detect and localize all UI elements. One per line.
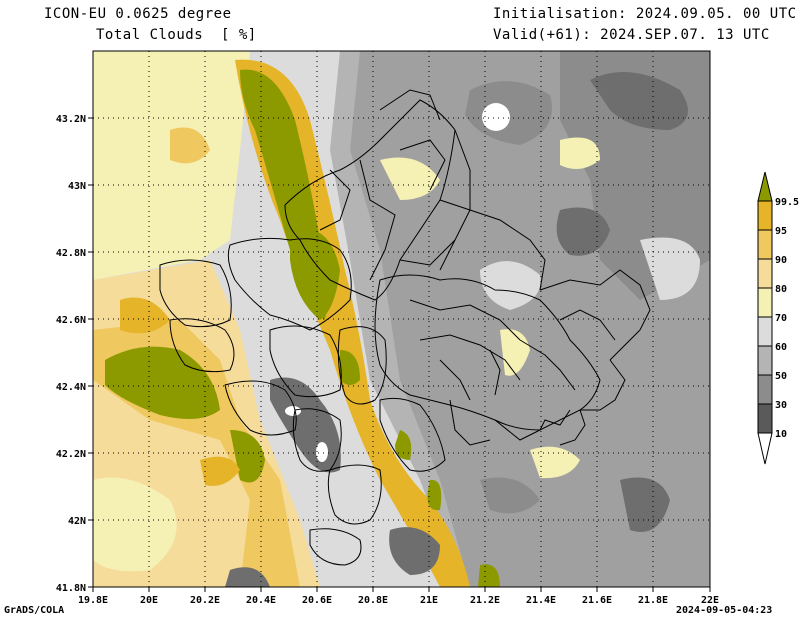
colorbar-label: 80	[775, 284, 787, 295]
colorbar-label: 30	[775, 400, 787, 411]
colorbar-segment	[757, 200, 773, 231]
x-tick-label: 21.8E	[638, 595, 668, 606]
colorbar-segment	[757, 316, 773, 347]
cloud-field	[93, 51, 710, 587]
colorbar-segment	[757, 374, 773, 405]
x-tick-label: 21.2E	[470, 595, 500, 606]
y-tick-label: 42.4N	[56, 382, 86, 393]
colorbar-segment	[757, 229, 773, 260]
y-axis-labels: 43.2N 43N 42.8N 42.6N 42.4N 42.2N 42N 41…	[56, 114, 86, 594]
x-tick-label: 21E	[420, 595, 438, 606]
model-title: ICON-EU 0.0625 degree	[44, 6, 232, 22]
x-tick-label: 20.2E	[190, 595, 220, 606]
x-tick-marks	[92, 587, 711, 592]
valid-time-text: Valid(+61): 2024.SEP.07. 13 UTC	[493, 27, 770, 43]
variable-title: Total Clouds [ %]	[96, 27, 257, 43]
colorbar-label: 99.5	[775, 197, 799, 208]
colorbar-labels: 99.5 95 90 80 70 60 50 30 10	[775, 197, 799, 440]
colorbar-label: 10	[775, 429, 787, 440]
y-tick-label: 43.2N	[56, 114, 86, 125]
x-tick-label: 20E	[140, 595, 158, 606]
y-tick-label: 42.2N	[56, 449, 86, 460]
y-tick-label: 43N	[68, 181, 86, 192]
colorbar-segment	[757, 287, 773, 318]
colorbar-segment	[757, 258, 773, 289]
x-tick-label: 20.4E	[246, 595, 276, 606]
footer-credit: GrADS/COLA	[4, 605, 65, 616]
colorbar-bottom-triangle	[757, 432, 773, 465]
y-tick-label: 42.6N	[56, 315, 86, 326]
y-tick-marks	[88, 117, 93, 588]
x-tick-label: 20.8E	[358, 595, 388, 606]
colorbar-label: 90	[775, 255, 787, 266]
colorbar-segment	[757, 345, 773, 376]
footer-timestamp: 2024-09-05-04:23	[676, 605, 773, 616]
colorbar	[757, 171, 773, 465]
initialisation-text: Initialisation: 2024.09.05. 00 UTC	[493, 6, 797, 22]
y-tick-label: 42N	[68, 516, 86, 527]
x-tick-label: 21.4E	[526, 595, 556, 606]
x-axis-labels: 19.8E 20E 20.2E 20.4E 20.6E 20.8E 21E 21…	[78, 595, 719, 606]
x-tick-label: 21.6E	[582, 595, 612, 606]
x-tick-label: 19.8E	[78, 595, 108, 606]
colorbar-label: 95	[775, 226, 787, 237]
colorbar-segment	[757, 403, 773, 434]
colorbar-label: 70	[775, 313, 787, 324]
y-tick-label: 42.8N	[56, 248, 86, 259]
admin-boundaries	[159, 89, 651, 566]
x-tick-label: 22E	[701, 595, 719, 606]
colorbar-top-triangle	[757, 171, 773, 202]
x-tick-label: 20.6E	[302, 595, 332, 606]
colorbar-label: 50	[775, 371, 787, 382]
y-tick-label: 41.8N	[56, 583, 86, 594]
colorbar-label: 60	[775, 342, 787, 353]
